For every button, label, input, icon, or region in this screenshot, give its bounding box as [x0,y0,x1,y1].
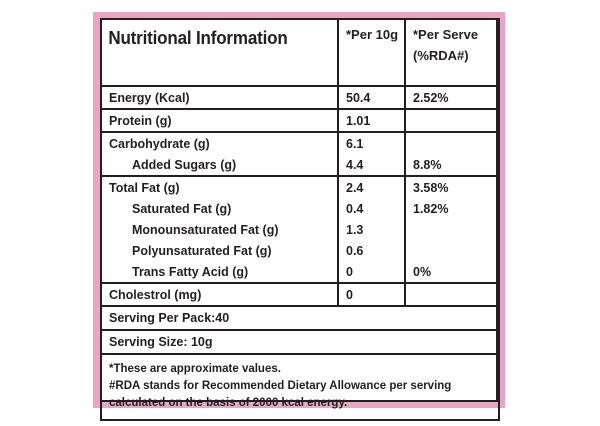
row-rda: 0% [404,261,500,283]
table-row: Trans Fatty Acid (g) 0 0% [100,261,500,283]
row-rda [404,282,500,306]
table-row: Saturated Fat (g) 0.4 1.82% [100,198,500,219]
row-label: Total Fat (g) [100,175,339,198]
footnote-approximate: *These are approximate values. [109,363,281,375]
row-per10g: 0 [337,261,406,283]
row-rda: 3.58% [404,175,500,198]
row-label: Energy (Kcal) [100,85,339,109]
nutrition-table: Nutritional Information *Per 10g *Per Se… [100,18,500,421]
row-label: Polyunsaturated Fat (g) [100,240,339,261]
row-label: Carbohydrate (g) [100,131,339,154]
row-label: Protein (g) [100,108,339,132]
row-per10g: 1.3 [337,219,406,240]
table-row: Added Sugars (g) 4.4 8.8% [100,154,500,176]
table-row: Protein (g) 1.01 [100,108,500,132]
serving-size: Serving Size: 10g [100,329,500,354]
rda-label: (%RDA#) [413,48,469,63]
table-header-row: Nutritional Information *Per 10g *Per Se… [100,18,500,86]
table-row: Total Fat (g) 2.4 3.58% [100,175,500,198]
row-per10g: 0.4 [337,198,406,219]
row-per10g: 4.4 [337,154,406,176]
footnote-rda: #RDA stands for Recommended Dietary Allo… [109,380,452,392]
row-label: Trans Fatty Acid (g) [100,261,339,283]
row-rda: 1.82% [404,198,500,219]
row-label: Added Sugars (g) [100,154,339,176]
table-row: Monounsaturated Fat (g) 1.3 [100,219,500,240]
footnote-rda-basis: calculated on the basis of 2000 kcal ene… [109,397,348,409]
row-per10g: 50.4 [337,85,406,109]
row-label: Cholestrol (mg) [100,282,339,306]
row-rda [404,219,500,240]
footnotes: *These are approximate values. #RDA stan… [100,353,500,421]
row-rda [404,108,500,132]
row-per10g: 0.6 [337,240,406,261]
row-rda: 8.8% [404,154,500,176]
row-rda: 2.52% [404,85,500,109]
table-row: Carbohydrate (g) 6.1 [100,131,500,154]
table-row: Energy (Kcal) 50.4 2.52% [100,85,500,109]
per-serve-label: *Per Serve [413,27,479,42]
table-row: Polyunsaturated Fat (g) 0.6 [100,240,500,261]
row-rda [404,240,500,261]
row-per10g: 0 [337,282,406,306]
column-header-per-10g: *Per 10g [337,18,406,86]
serving-size-row: Serving Size: 10g [100,329,500,354]
serving-per-pack: Serving Per Pack:40 [100,305,500,330]
row-per10g: 6.1 [337,131,406,154]
row-label: Saturated Fat (g) [100,198,339,219]
panel-title: Nutritional Information [100,18,320,86]
row-per10g: 1.01 [337,108,406,132]
footnotes-row: *These are approximate values. #RDA stan… [100,353,500,421]
column-header-per-serve: *Per Serve (%RDA#) [404,18,500,86]
row-label: Monounsaturated Fat (g) [100,219,339,240]
row-rda [404,131,500,154]
table-row: Cholestrol (mg) 0 [100,282,500,306]
row-per10g: 2.4 [337,175,406,198]
serving-per-pack-row: Serving Per Pack:40 [100,305,500,330]
